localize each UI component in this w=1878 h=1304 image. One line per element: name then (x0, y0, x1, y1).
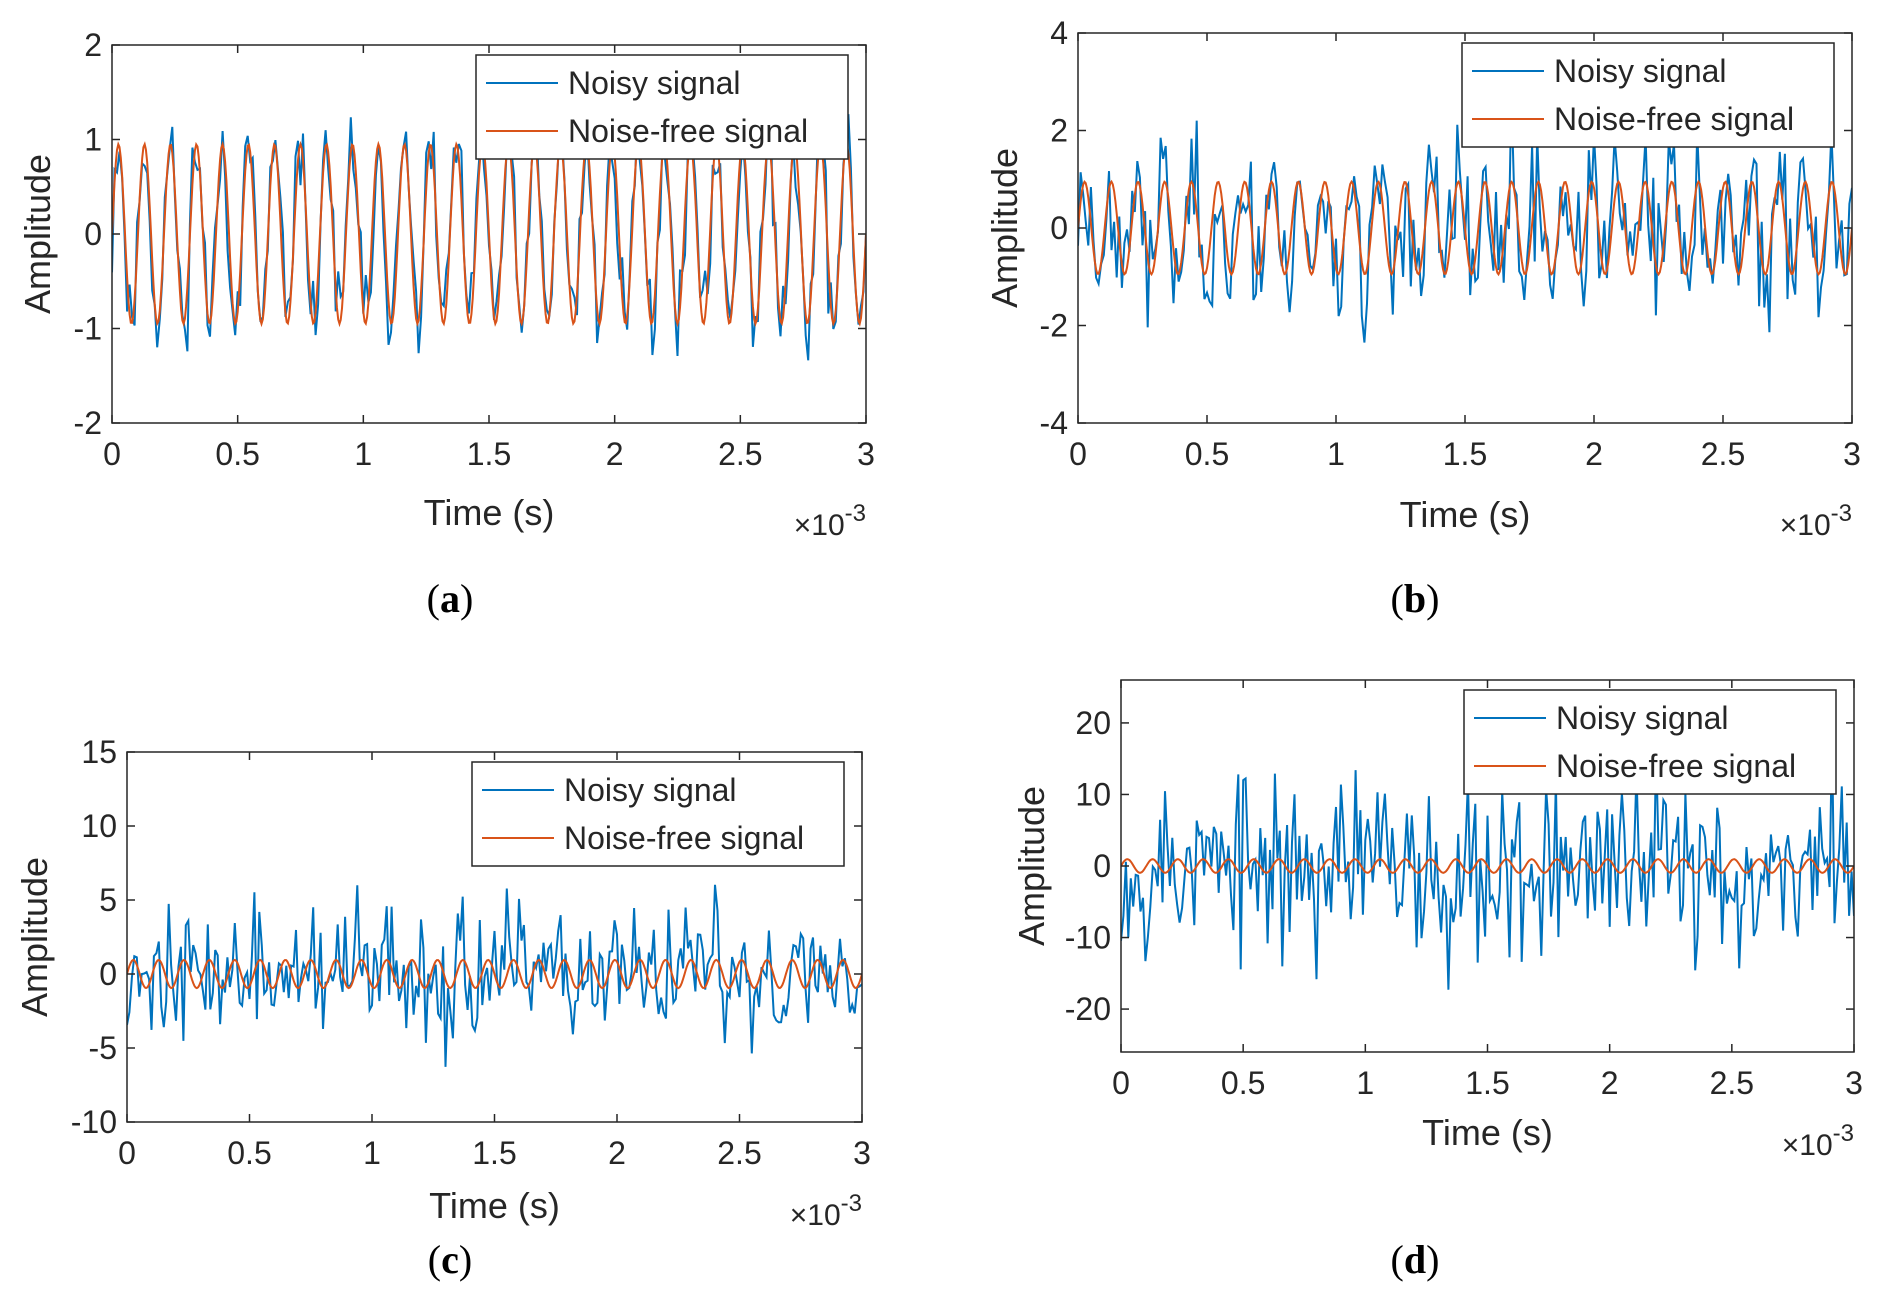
noisy-signal-line-d (1121, 731, 1854, 990)
chart-panel-a: 0 0.5 1 1.5 2 2.5 3 -2 -1 0 1 2 Time (s) Amplitude ×10… (17, 27, 875, 621)
y-tick-label-a: 0 (84, 216, 102, 252)
x-tick-label-c: 0 (118, 1135, 136, 1171)
chart-panel-b: 0 0.5 1 1.5 2 2.5 3 -4 -2 0 2 4 Time (s) Amplitude ×10… (984, 15, 1861, 621)
legend-b: Noisy signal Noise-free signal (1461, 42, 1835, 148)
legend-c: Noisy signal Noise-free signal (471, 761, 845, 867)
x-tick-label-a: 2 (606, 436, 624, 472)
x-exponent-a: ×10-3 (794, 500, 866, 542)
x-tick-label-c: 0.5 (227, 1135, 271, 1171)
x-tick-label-b: 0 (1069, 436, 1087, 472)
y-tick-label-a: -1 (74, 311, 102, 347)
x-tick-label-c: 2 (608, 1135, 626, 1171)
x-tick-label-c: 1.5 (472, 1135, 516, 1171)
y-tick-label-c: -10 (71, 1104, 117, 1140)
y-axis-label-a: Amplitude (17, 154, 58, 314)
chart-panel-d: 0 0.5 1 1.5 2 2.5 3 -20 -10 0 10 20 Time (s) Amplitud… (1011, 679, 1863, 1282)
x-tick-label-c: 1 (363, 1135, 381, 1171)
x-axis-label-d: Time (s) (1422, 1112, 1553, 1153)
x-tick-label-c: 3 (853, 1135, 871, 1171)
x-tick-label-d: 0.5 (1221, 1065, 1265, 1101)
x-tick-label-d: 2 (1601, 1065, 1619, 1101)
x-tick-label-b: 2 (1585, 436, 1603, 472)
y-tick-label-d: -10 (1065, 920, 1111, 956)
y-tick-label-a: 1 (84, 122, 102, 158)
x-tick-label-d: 3 (1845, 1065, 1863, 1101)
y-tick-label-c: 10 (81, 808, 117, 844)
legend-entry-b: Noise-free signal (1554, 101, 1794, 137)
x-tick-label-d: 0 (1112, 1065, 1130, 1101)
y-tick-label-c: -5 (89, 1030, 117, 1066)
y-tick-label-b: -4 (1040, 405, 1068, 441)
x-tick-label-a: 1.5 (467, 436, 511, 472)
y-tick-label-b: 2 (1050, 113, 1068, 149)
legend-box-c (471, 761, 845, 867)
x-tick-label-b: 1.5 (1443, 436, 1487, 472)
y-tick-label-d: 0 (1093, 848, 1111, 884)
noise-free-signal-line-c (127, 958, 862, 990)
x-tick-label-a: 1 (354, 436, 372, 472)
legend-box-d (1463, 689, 1837, 795)
y-tick-label-a: -2 (74, 405, 102, 441)
y-tick-label-d: 10 (1075, 776, 1111, 812)
legend-entry-a: Noisy signal (568, 65, 741, 101)
x-tick-label-c: 2.5 (717, 1135, 761, 1171)
y-tick-label-b: 0 (1050, 210, 1068, 246)
legend-d: Noisy signal Noise-free signal (1463, 689, 1837, 795)
x-tick-label-b: 0.5 (1185, 436, 1229, 472)
x-tick-label-a: 3 (857, 436, 875, 472)
y-tick-label-b: -2 (1040, 308, 1068, 344)
y-tick-label-c: 15 (81, 734, 117, 770)
legend-box-a (475, 54, 849, 160)
x-tick-label-a: 2.5 (718, 436, 762, 472)
y-axis-label-c: Amplitude (14, 857, 55, 1017)
y-tick-label-c: 0 (99, 956, 117, 992)
subfigure-caption-a: (a) (427, 576, 474, 621)
x-exponent-b: ×10-3 (1780, 500, 1852, 542)
legend-entry-b: Noisy signal (1554, 53, 1727, 89)
legend-a: Noisy signal Noise-free signal (475, 54, 849, 160)
subfigure-caption-d: (d) (1391, 1237, 1440, 1282)
legend-entry-d: Noise-free signal (1556, 748, 1796, 784)
x-tick-label-d: 1.5 (1465, 1065, 1509, 1101)
y-tick-label-d: -20 (1065, 991, 1111, 1027)
y-axis-label-d: Amplitude (1011, 786, 1052, 946)
subfigure-caption-b: (b) (1391, 576, 1440, 621)
x-tick-label-b: 3 (1843, 436, 1861, 472)
chart-panel-c: 0 0.5 1 1.5 2 2.5 3 -10 -5 0 5 10 15 Time (s) Amplitud… (14, 734, 871, 1282)
y-tick-label-a: 2 (84, 27, 102, 63)
y-axis-label-b: Amplitude (984, 148, 1025, 308)
y-tick-label-b: 4 (1050, 15, 1068, 51)
x-axis-label-b: Time (s) (1400, 494, 1531, 535)
legend-entry-a: Noise-free signal (568, 113, 808, 149)
x-exponent-d: ×10-3 (1782, 1120, 1854, 1162)
x-tick-label-b: 2.5 (1701, 436, 1745, 472)
legend-entry-d: Noisy signal (1556, 700, 1729, 736)
noise-free-signal-line-b (1078, 179, 1852, 277)
noise-free-signal-line-d (1121, 858, 1854, 874)
x-tick-label-a: 0 (103, 436, 121, 472)
noisy-signal-line-c (127, 884, 862, 1067)
legend-box-b (1461, 42, 1835, 148)
y-tick-label-c: 5 (99, 882, 117, 918)
x-axis-label-a: Time (s) (424, 492, 555, 533)
x-tick-label-a: 0.5 (215, 436, 259, 472)
x-tick-label-d: 1 (1356, 1065, 1374, 1101)
legend-entry-c: Noise-free signal (564, 820, 804, 856)
subfigure-caption-c: (c) (428, 1237, 472, 1282)
x-tick-label-d: 2.5 (1710, 1065, 1754, 1101)
y-tick-label-d: 20 (1075, 705, 1111, 741)
x-tick-label-b: 1 (1327, 436, 1345, 472)
x-axis-label-c: Time (s) (429, 1185, 560, 1226)
legend-entry-c: Noisy signal (564, 772, 737, 808)
noisy-signal-line-b (1078, 94, 1852, 343)
x-exponent-c: ×10-3 (790, 1190, 862, 1232)
